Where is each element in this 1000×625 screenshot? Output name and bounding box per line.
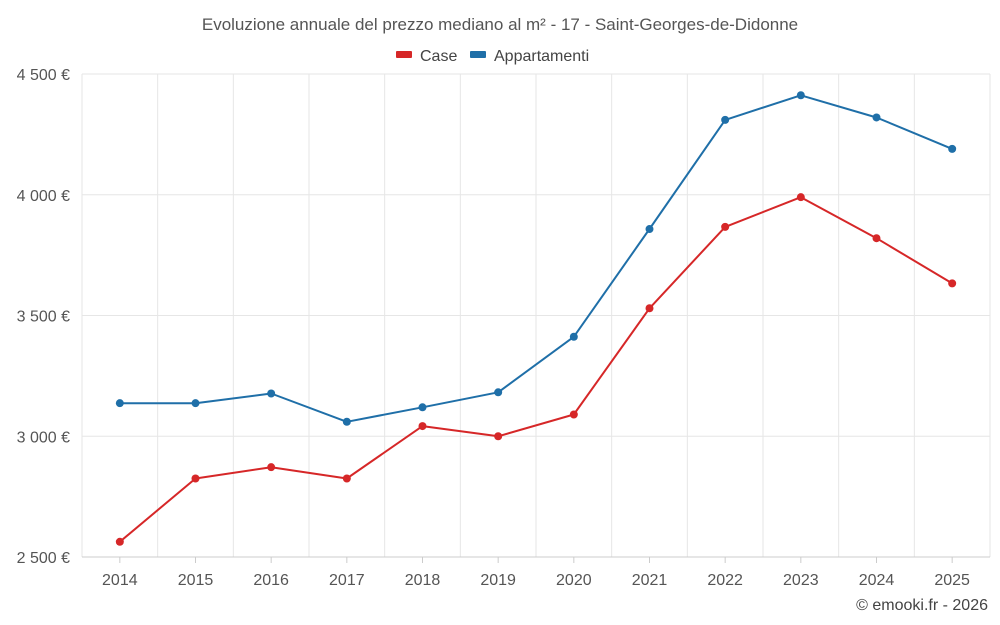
x-tick-label: 2020 — [556, 572, 592, 589]
data-point-case[interactable] — [948, 279, 957, 288]
data-point-appartamenti[interactable] — [721, 115, 730, 124]
x-tick-label: 2025 — [934, 572, 970, 589]
y-tick-label: 4 000 € — [17, 188, 70, 205]
x-tick-label: 2016 — [253, 572, 289, 589]
data-point-appartamenti[interactable] — [948, 144, 957, 153]
legend-swatch-appartamenti — [470, 51, 486, 58]
data-point-case[interactable] — [872, 234, 881, 243]
series-group — [115, 91, 957, 546]
data-point-case[interactable] — [796, 193, 805, 202]
legend-label-appartamenti[interactable]: Appartamenti — [494, 48, 589, 65]
data-point-case[interactable] — [342, 474, 351, 483]
data-point-appartamenti[interactable] — [872, 113, 881, 122]
x-tick-label: 2018 — [405, 572, 441, 589]
data-point-case[interactable] — [115, 537, 124, 546]
data-point-case[interactable] — [721, 222, 730, 231]
data-point-case[interactable] — [191, 474, 200, 483]
y-tick-label: 4 500 € — [17, 67, 70, 84]
x-tick-label: 2019 — [480, 572, 516, 589]
legend-label-case[interactable]: Case — [420, 48, 457, 65]
x-tick-label: 2022 — [707, 572, 743, 589]
legend-swatch-case — [396, 51, 412, 58]
x-tick-label: 2024 — [859, 572, 895, 589]
y-tick-label: 3 500 € — [17, 309, 70, 326]
data-point-appartamenti[interactable] — [418, 403, 427, 412]
data-point-case[interactable] — [645, 304, 654, 313]
data-point-appartamenti[interactable] — [115, 399, 124, 408]
grid — [81, 73, 991, 558]
x-tick-label: 2017 — [329, 572, 365, 589]
chart-title: Evoluzione annuale del prezzo mediano al… — [202, 15, 798, 34]
data-point-appartamenti[interactable] — [494, 388, 503, 397]
data-point-case[interactable] — [267, 463, 276, 472]
data-point-case[interactable] — [418, 422, 427, 431]
series-line-case — [119, 196, 953, 543]
x-tick-label: 2021 — [632, 572, 668, 589]
data-point-appartamenti[interactable] — [569, 332, 578, 341]
x-tick-label: 2014 — [102, 572, 138, 589]
data-point-appartamenti[interactable] — [796, 91, 805, 100]
y-tick-label: 3 000 € — [17, 429, 70, 446]
y-axis-ticks: 2 500 € 3 000 € 3 500 € 4 000 € 4 500 € — [17, 67, 70, 567]
data-point-case[interactable] — [569, 410, 578, 419]
data-point-appartamenti[interactable] — [267, 389, 276, 398]
legend: Case Appartamenti — [396, 48, 589, 65]
credit-text: © emooki.fr - 2026 — [856, 597, 988, 614]
data-point-appartamenti[interactable] — [342, 417, 351, 426]
data-point-case[interactable] — [494, 432, 503, 441]
data-point-appartamenti[interactable] — [645, 225, 654, 234]
x-axis-ticks: 2014 2015 2016 2017 2018 2019 2020 2021 2022 2023… — [102, 557, 970, 589]
y-tick-label: 2 500 € — [17, 550, 70, 567]
data-point-appartamenti[interactable] — [191, 399, 200, 408]
x-tick-label: 2015 — [178, 572, 214, 589]
x-tick-label: 2023 — [783, 572, 819, 589]
series-line-appartamenti — [119, 94, 953, 423]
